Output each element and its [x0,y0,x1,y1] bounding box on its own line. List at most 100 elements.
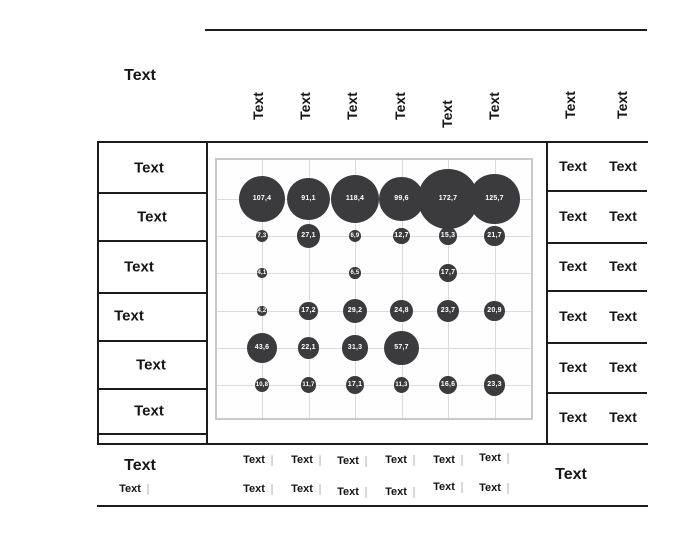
row-divider [546,190,647,192]
gridline-vertical [494,160,496,418]
bubble[interactable]: 91,1 [287,177,330,221]
bubble[interactable]: 6,9 [349,230,361,242]
tick-mark [270,483,273,495]
tick-mark [364,455,367,467]
footer-column-text: Text [243,454,265,466]
gridline-horizontal [217,236,531,237]
bubble[interactable]: 31,3 [342,335,368,361]
footer-column-label: Text [291,454,321,466]
bubble[interactable]: 43,6 [247,333,277,363]
footer-column-label: Text [243,454,273,466]
bubble[interactable]: 125,7 [469,173,520,225]
right-panel-border [546,141,548,445]
chart-column-header: Text [250,92,266,120]
tick-mark [146,483,149,495]
tick-mark [364,486,367,498]
row-divider [97,192,207,194]
bubble[interactable]: 57,7 [384,330,419,366]
footer-column-text: Text [433,454,455,466]
bubble[interactable]: 24,8 [390,299,413,323]
bubble[interactable]: 11,7 [300,377,317,393]
row-divider [97,292,207,294]
chart-panel-left-border [206,141,208,445]
right-value-cell: Text [609,409,637,425]
bubble[interactable]: 99,6 [379,176,424,222]
footer-column-text: Text [291,483,313,495]
footer-column-text: Text [291,454,313,466]
right-value-cell: Text [609,208,637,224]
bubble[interactable]: 6,5 [349,267,361,279]
footer-column-label: Text [433,481,463,493]
gridline-horizontal [217,273,531,274]
gridline-vertical [308,160,310,418]
right-value-cell: Text [559,258,587,274]
header-top-rule [205,29,647,31]
right-value-cell: Text [609,308,637,324]
bubble[interactable]: 15,3 [439,227,457,245]
gridline-horizontal [217,311,531,312]
bubble[interactable]: 10,8 [254,377,270,393]
footer-right-label: Text [555,466,587,483]
footer-column-text: Text [337,486,359,498]
bubble[interactable]: 12,7 [393,227,410,244]
footer-column-text: Text [385,486,407,498]
right-value-cell: Text [559,158,587,174]
right-value-cell: Text [609,258,637,274]
right-column-header: Text [614,91,630,119]
tick-mark [318,454,321,466]
row-divider [97,388,207,390]
chart-column-header: Text [392,92,408,120]
bubble[interactable]: 17,1 [345,375,365,395]
right-value-cell: Text [559,308,587,324]
bubble[interactable]: 4,2 [257,306,267,316]
tick-mark [460,481,463,493]
footer-column-text: Text [385,454,407,466]
gridline-vertical [448,160,449,418]
footer-bottom-rule [97,505,648,507]
bubble[interactable]: 23,3 [483,374,506,396]
bubble[interactable]: 107,4 [238,175,286,223]
tick-mark [460,454,463,466]
bubble[interactable]: 29,2 [342,298,368,324]
footer-column-label: Text [433,454,463,466]
bubble[interactable]: 172,7 [418,169,478,229]
bubble[interactable]: 20,9 [484,300,505,322]
bubble[interactable]: 16,6 [438,375,458,395]
right-value-cell: Text [559,208,587,224]
bubble[interactable]: 17,7 [438,263,458,283]
right-value-cell: Text [609,359,637,375]
footer-column-label: Text [337,486,367,498]
bubble[interactable]: 7,3 [255,229,269,243]
corner-title: Text [124,67,156,84]
gridline-horizontal [217,348,531,349]
tick-mark [506,452,509,464]
footer-column-label: Text [479,452,509,464]
footer-left-secondary-label: Text [119,483,149,495]
right-value-cell: Text [559,409,587,425]
tick-mark [270,454,273,466]
bubble[interactable]: 23,7 [437,300,459,322]
row-divider [546,392,647,394]
bubble[interactable]: 17,2 [299,301,318,321]
bubble[interactable]: 4,1 [257,268,267,278]
row-divider [546,290,647,292]
footer-column-label: Text [479,482,509,494]
right-column-header: Text [562,91,578,119]
bubble[interactable]: 27,1 [296,224,321,248]
row-divider [97,240,207,242]
bubble[interactable]: 118,4 [330,174,380,224]
row-divider [97,433,207,435]
row-label: Text [134,159,164,177]
tick-mark [412,454,415,466]
bubble[interactable]: 11,3 [393,377,410,393]
header-bottom-rule [97,141,648,143]
footer-column-text: Text [337,455,359,467]
bubble[interactable]: 22,1 [297,337,320,359]
row-label: Text [134,402,164,420]
row-label: Text [114,307,144,325]
footer-column-text: Text [479,452,501,464]
bubble[interactable]: 21,7 [484,225,505,247]
row-label: Text [137,208,167,226]
row-divider [546,342,647,344]
row-label: Text [124,258,154,276]
